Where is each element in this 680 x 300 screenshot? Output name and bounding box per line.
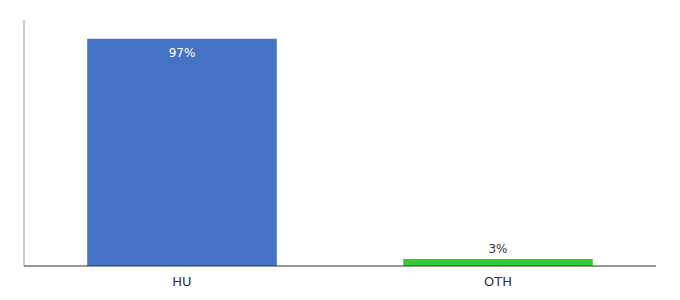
- bar: [403, 259, 593, 266]
- x-tick-label: HU: [172, 274, 191, 289]
- chart: HU OTH 97% 3%: [0, 0, 680, 300]
- data-label: 97%: [169, 46, 196, 60]
- bar: [87, 39, 277, 266]
- x-axis: [24, 266, 656, 267]
- bars: [87, 39, 593, 266]
- x-tick-label: OTH: [484, 274, 512, 289]
- y-axis: [24, 20, 25, 266]
- data-label: 3%: [488, 242, 507, 256]
